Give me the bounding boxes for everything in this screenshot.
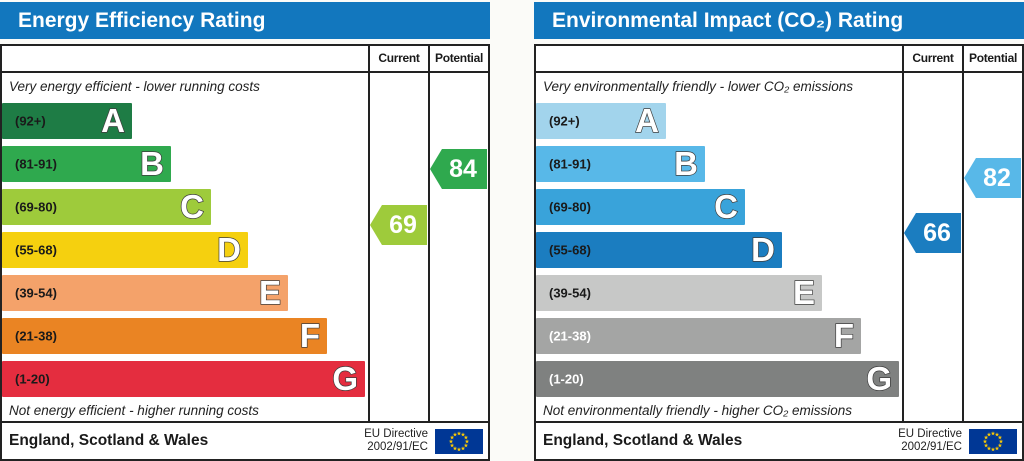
- band-range-label: (39-54): [15, 285, 57, 300]
- band-bar-g: (1-20) G: [536, 359, 899, 397]
- environmental-impact-panel: Environmental Impact (CO₂) Rating Curren…: [534, 2, 1024, 461]
- band-letter: B: [139, 144, 164, 182]
- region-label: England, Scotland & Wales: [9, 432, 209, 449]
- band-range-label: (1-20): [15, 371, 50, 386]
- band-bar-d: (55-68) D: [536, 230, 782, 268]
- band-row-b: (81-91) B: [2, 142, 368, 185]
- band-row-a: (92+) A: [2, 99, 368, 142]
- band-bar-a: (92+) A: [536, 101, 666, 139]
- band-row-a: (92+) A: [536, 99, 902, 142]
- potential-column-header: Potential: [962, 46, 1022, 71]
- band-letter: C: [179, 187, 204, 225]
- band-row-d: (55-68) D: [536, 228, 902, 271]
- top-note: Very environmentally friendly - lower CO…: [543, 78, 853, 94]
- table-header: Current Potential: [536, 46, 1022, 73]
- band-row-e: (39-54) E: [2, 271, 368, 314]
- band-row-g: (1-20) G: [2, 357, 368, 400]
- band-range-label: (81-91): [549, 156, 591, 171]
- band-bar-g: (1-20) G: [2, 359, 365, 397]
- energy-efficiency-panel: Energy Efficiency Rating Current Potenti…: [0, 2, 490, 461]
- eu-directive-label: EU Directive 2002/91/EC: [364, 427, 428, 453]
- potential-column: [962, 73, 1022, 421]
- eu-flag-icon: [969, 428, 1017, 454]
- band-row-c: (69-80) C: [536, 185, 902, 228]
- band-letter: E: [792, 273, 815, 311]
- band-row-c: (69-80) C: [2, 185, 368, 228]
- band-bar-e: (39-54) E: [2, 273, 288, 311]
- eu-directive-label: EU Directive 2002/91/EC: [898, 427, 962, 453]
- band-range-label: (55-68): [549, 242, 591, 257]
- band-range-label: (21-38): [15, 328, 57, 343]
- band-range-label: (81-91): [15, 156, 57, 171]
- band-range-label: (69-80): [15, 199, 57, 214]
- band-letter: C: [713, 187, 738, 225]
- band-letter: D: [216, 230, 241, 268]
- bottom-note: Not environmentally friendly - higher CO…: [543, 403, 853, 418]
- band-letter: G: [332, 359, 359, 397]
- band-bar-e: (39-54) E: [536, 273, 822, 311]
- panel-title: Energy Efficiency Rating: [0, 2, 490, 39]
- band-chart: Very environmentally friendly - lower CO…: [536, 73, 902, 421]
- current-rating-value: 69: [389, 210, 417, 239]
- band-letter: F: [299, 316, 321, 354]
- band-row-f: (21-38) F: [2, 314, 368, 357]
- band-row-f: (21-38) F: [536, 314, 902, 357]
- band-row-e: (39-54) E: [536, 271, 902, 314]
- current-rating-arrow: 66: [904, 213, 961, 253]
- current-column: [902, 73, 962, 421]
- potential-column-header: Potential: [428, 46, 488, 71]
- band-chart: Very energy efficient - lower running co…: [2, 73, 368, 421]
- current-column: [368, 73, 428, 421]
- band-letter: A: [100, 101, 125, 139]
- current-column-header: Current: [902, 46, 962, 71]
- band-letter: A: [634, 101, 659, 139]
- current-column-header: Current: [368, 46, 428, 71]
- table-body: Very environmentally friendly - lower CO…: [536, 73, 1022, 421]
- region-label: England, Scotland & Wales: [543, 432, 743, 449]
- potential-rating-arrow: 84: [430, 149, 487, 189]
- panel-title: Environmental Impact (CO₂) Rating: [534, 2, 1024, 39]
- band-bar-b: (81-91) B: [2, 144, 171, 182]
- band-row-b: (81-91) B: [536, 142, 902, 185]
- potential-column: [428, 73, 488, 421]
- table-header: Current Potential: [2, 46, 488, 73]
- potential-rating-value: 84: [449, 154, 477, 183]
- band-letter: B: [673, 144, 698, 182]
- band-range-label: (92+): [549, 113, 580, 128]
- band-bar-c: (69-80) C: [536, 187, 745, 225]
- band-range-label: (39-54): [549, 285, 591, 300]
- top-note: Very energy efficient - lower running co…: [9, 78, 260, 94]
- current-rating-arrow: 69: [370, 205, 427, 245]
- table-body: Very energy efficient - lower running co…: [2, 73, 488, 421]
- band-bar-d: (55-68) D: [2, 230, 248, 268]
- band-range-label: (21-38): [549, 328, 591, 343]
- band-bar-c: (69-80) C: [2, 187, 211, 225]
- band-letter: E: [258, 273, 281, 311]
- band-bar-a: (92+) A: [2, 101, 132, 139]
- band-bar-f: (21-38) F: [536, 316, 861, 354]
- band-row-g: (1-20) G: [536, 357, 902, 400]
- header-spacer: [2, 46, 368, 71]
- header-spacer: [536, 46, 902, 71]
- potential-rating-arrow: 82: [964, 158, 1021, 198]
- band-letter: D: [750, 230, 775, 268]
- band-row-d: (55-68) D: [2, 228, 368, 271]
- band-letter: F: [833, 316, 855, 354]
- band-range-label: (55-68): [15, 242, 57, 257]
- rating-table: Current Potential Very energy efficient …: [0, 44, 490, 461]
- band-letter: G: [866, 359, 893, 397]
- table-footer: England, Scotland & Wales EU Directive 2…: [536, 421, 1022, 459]
- band-range-label: (92+): [15, 113, 46, 128]
- band-bar-f: (21-38) F: [2, 316, 327, 354]
- band-range-label: (69-80): [549, 199, 591, 214]
- band-bar-b: (81-91) B: [536, 144, 705, 182]
- eu-flag-icon: [435, 428, 483, 454]
- potential-rating-value: 82: [983, 163, 1011, 192]
- current-rating-value: 66: [923, 218, 951, 247]
- table-footer: England, Scotland & Wales EU Directive 2…: [2, 421, 488, 459]
- band-range-label: (1-20): [549, 371, 584, 386]
- bottom-note: Not energy efficient - higher running co…: [9, 403, 259, 418]
